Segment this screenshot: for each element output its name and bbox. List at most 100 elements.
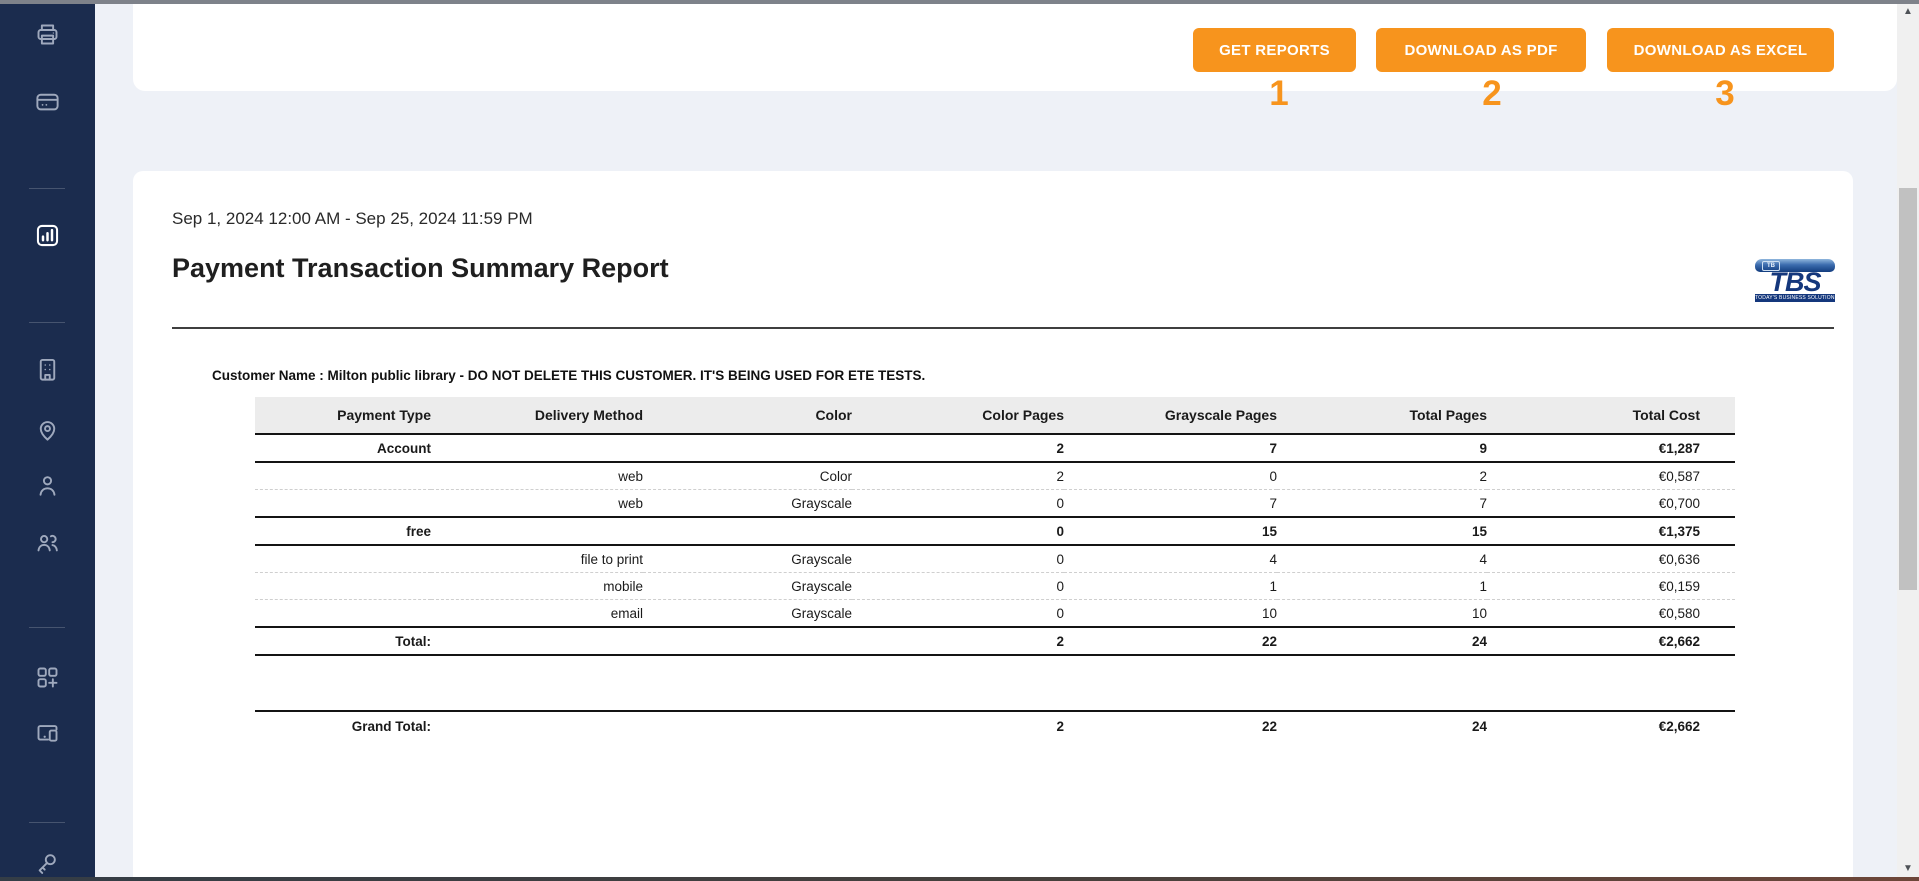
get-reports-button[interactable]: GET REPORTS [1193, 28, 1356, 72]
table-cell: €1,375 [1487, 517, 1735, 546]
scrollbar-thumb[interactable] [1899, 188, 1917, 590]
table-cell: 24 [1277, 627, 1487, 656]
tbs-logo: TB TBS TODAY'S BUSINESS SOLUTIONS, INC. [1753, 259, 1837, 309]
table-cell: 0 [852, 599, 1064, 628]
column-header: Color [643, 397, 852, 435]
sidebar-item-print[interactable] [27, 17, 67, 57]
table-cell [643, 627, 852, 656]
column-header: Color Pages [852, 397, 1064, 435]
grand-total-cell [431, 712, 643, 740]
table-cell: 2 [852, 627, 1064, 656]
grand-total-container: Grand Total: 2 22 24 €2,662 [255, 710, 1735, 740]
sidebar-divider [29, 188, 65, 189]
table-cell: €2,662 [1487, 627, 1735, 656]
scroll-down-arrow[interactable]: ▼ [1903, 863, 1913, 874]
table-cell: 4 [1064, 545, 1277, 573]
table-cell [255, 462, 431, 490]
table-cell: 10 [1277, 599, 1487, 628]
printer-icon [34, 21, 61, 53]
table-cell: 0 [1064, 462, 1277, 490]
column-header: Total Pages [1277, 397, 1487, 435]
table-cell: €1,287 [1487, 434, 1735, 463]
column-header: Total Cost [1487, 397, 1735, 435]
summary-table-container: Payment Type Delivery Method Color Color Pa… [255, 397, 1735, 656]
page-title: Payment Transaction Summary Report [172, 253, 669, 283]
table-row: free 0 15 15 €1,375 [255, 517, 1735, 546]
sidebar-item-payments[interactable] [27, 84, 67, 124]
table-cell: 0 [852, 545, 1064, 573]
sidebar-divider [29, 627, 65, 628]
table-cell: 0 [852, 572, 1064, 600]
table-cell: web [431, 462, 643, 490]
table-cell [255, 489, 431, 518]
sidebar-item-users[interactable] [27, 525, 67, 565]
key-icon [34, 849, 61, 881]
table-row: mobile Grayscale 0 1 1 €0,159 [255, 572, 1735, 600]
table-cell [431, 627, 643, 656]
credit-card-icon [34, 88, 61, 120]
table-cell: 22 [1064, 627, 1277, 656]
download-excel-button[interactable]: DOWNLOAD AS EXCEL [1607, 28, 1834, 72]
table-cell: Grayscale [643, 489, 852, 518]
table-cell [431, 517, 643, 546]
table-cell: 4 [1277, 545, 1487, 573]
grand-total-cell: Grand Total: [351, 718, 431, 734]
sidebar-item-integrations[interactable] [27, 660, 67, 700]
table-cell: Color [643, 462, 852, 490]
window-bottom-edge [0, 877, 1919, 881]
table-cell [643, 434, 852, 463]
table-cell: 7 [1277, 489, 1487, 518]
table-row: Account 2 7 9 €1,287 [255, 434, 1735, 463]
column-header: Grayscale Pages [1064, 397, 1277, 435]
building-icon [34, 356, 61, 388]
sidebar-divider [29, 322, 65, 323]
table-cell [643, 517, 852, 546]
table-cell: Total: [255, 627, 431, 656]
table-cell: 1 [1277, 572, 1487, 600]
sidebar-item-credentials[interactable] [27, 845, 67, 881]
vertical-scrollbar[interactable]: ▲ ▼ [1897, 0, 1919, 881]
title-divider [172, 327, 1834, 329]
grand-total-cell: €2,662 [1658, 718, 1700, 734]
table-row: file to print Grayscale 0 4 4 €0,636 [255, 545, 1735, 573]
person-icon [34, 472, 61, 504]
table-cell: €0,700 [1487, 489, 1735, 518]
table-cell: free [255, 517, 431, 546]
table-row: email Grayscale 0 10 10 €0,580 [255, 599, 1735, 628]
table-cell: €0,636 [1487, 545, 1735, 573]
table-cell: 10 [1064, 599, 1277, 628]
sidebar-item-organization[interactable] [27, 352, 67, 392]
table-cell: €0,587 [1487, 462, 1735, 490]
table-cell: €0,580 [1487, 599, 1735, 628]
table-cell: 9 [1277, 434, 1487, 463]
table-cell: 0 [852, 489, 1064, 518]
grand-total-cell [643, 712, 852, 740]
scroll-up-arrow[interactable]: ▲ [1903, 6, 1913, 17]
tbs-logo-subtext: TODAY'S BUSINESS SOLUTIONS, INC. [1755, 294, 1835, 302]
sidebar-item-reports[interactable] [27, 218, 67, 258]
step-3-label: 3 [1715, 74, 1735, 113]
table-row: web Color 2 0 2 €0,587 [255, 462, 1735, 490]
devices-icon [34, 721, 61, 753]
table-cell: Grayscale [643, 599, 852, 628]
table-cell: email [431, 599, 643, 628]
table-cell: Account [255, 434, 431, 463]
report-date-range: Sep 1, 2024 12:00 AM - Sep 25, 2024 11:5… [172, 209, 533, 228]
column-header: Payment Type [255, 397, 431, 435]
table-cell: 15 [1064, 517, 1277, 546]
report-card: Sep 1, 2024 12:00 AM - Sep 25, 2024 11:5… [133, 171, 1853, 881]
table-cell: 1 [1064, 572, 1277, 600]
table-cell: 15 [1277, 517, 1487, 546]
tbs-logo-chip: TB [1762, 261, 1780, 271]
table-cell: 7 [1064, 434, 1277, 463]
table-row: Total: 2 22 24 €2,662 [255, 627, 1735, 656]
sidebar-item-user[interactable] [27, 468, 67, 508]
download-pdf-button[interactable]: DOWNLOAD AS PDF [1376, 28, 1586, 72]
sidebar-item-devices[interactable] [27, 717, 67, 757]
step-2-label: 2 [1482, 74, 1502, 113]
grand-total-cell: 2 [1056, 718, 1064, 734]
table-cell: 2 [852, 462, 1064, 490]
column-header: Delivery Method [431, 397, 643, 435]
sidebar-item-locations[interactable] [27, 412, 67, 452]
